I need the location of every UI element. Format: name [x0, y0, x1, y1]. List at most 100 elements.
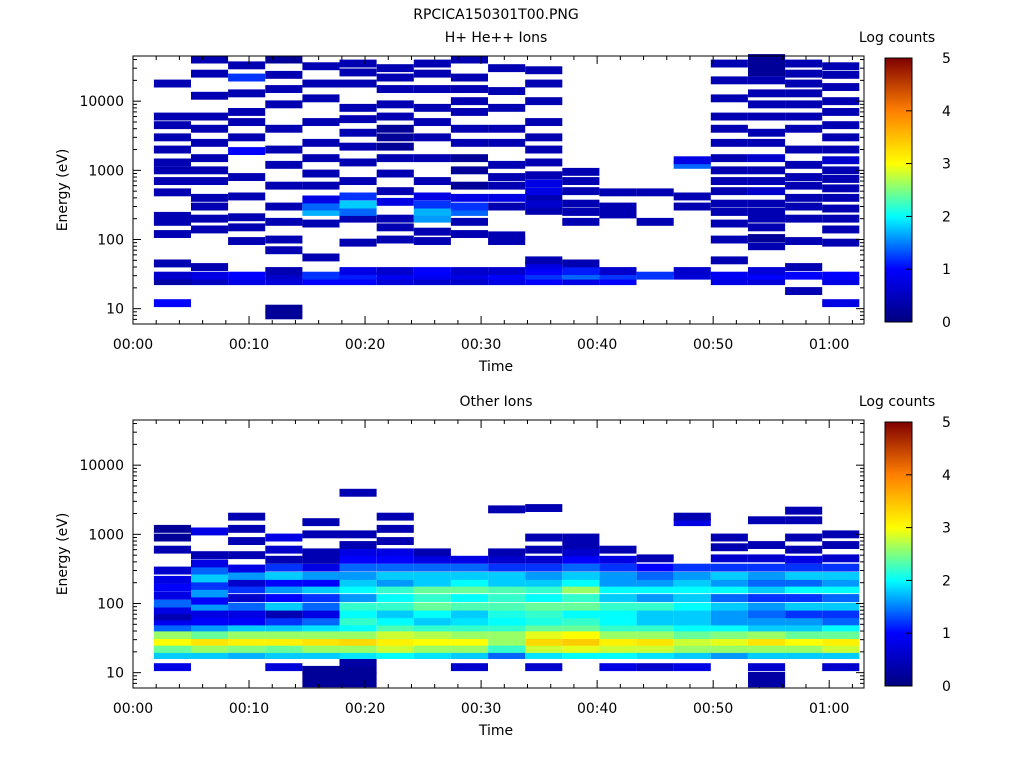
colorbar-ticks: 0 1 2 3 4 5	[906, 415, 951, 695]
colorbar	[884, 57, 913, 323]
heatmap-cell	[376, 100, 414, 109]
heatmap-cell	[265, 277, 303, 286]
heatmap-cell	[822, 594, 860, 602]
heatmap-cell	[785, 563, 823, 572]
heatmap-cell	[748, 187, 786, 196]
x-tick-label: 01:00	[809, 337, 849, 353]
heatmap-cell	[748, 679, 786, 688]
heatmap-cell	[228, 623, 266, 632]
heatmap-cell	[413, 103, 451, 112]
heatmap-cell	[228, 594, 266, 602]
heatmap-cell	[525, 277, 563, 286]
heatmap-cell	[265, 202, 303, 211]
heatmap-cell	[822, 541, 860, 549]
heatmap-cell	[339, 79, 377, 88]
heatmap-cell	[636, 578, 674, 587]
heatmap-cell	[450, 663, 488, 672]
heatmap-cell	[673, 651, 711, 659]
heatmap-cells	[153, 54, 860, 320]
heatmap-cell	[785, 214, 823, 223]
heatmap-cell	[525, 118, 563, 126]
heatmap-cell	[599, 202, 637, 211]
heatmap-cell	[376, 197, 414, 206]
heatmap-cell	[302, 271, 340, 280]
heatmap-cell	[413, 208, 451, 216]
heatmap-cell	[376, 133, 414, 142]
colorbar-tick-label: 2	[942, 209, 951, 225]
heatmap-cell	[413, 637, 451, 646]
y-axis-ticks: 10 100 1000 10000	[79, 59, 864, 325]
heatmap-cells	[153, 488, 860, 688]
heatmap-cell	[413, 572, 451, 580]
heatmap-cell	[525, 267, 563, 275]
heatmap-cell	[785, 610, 823, 619]
heatmap-cell	[376, 524, 414, 533]
colorbar-label: Log counts	[859, 30, 935, 46]
heatmap-cell	[599, 651, 637, 659]
heatmap-cell	[710, 645, 748, 653]
heatmap-cell	[191, 623, 229, 632]
colorbar-tick-label: 4	[942, 468, 951, 484]
heatmap-cell	[339, 142, 377, 151]
heatmap-cell	[265, 572, 303, 580]
heatmap-cell	[488, 602, 526, 611]
heatmap-cell	[450, 85, 488, 93]
heatmap-cell	[748, 671, 786, 680]
heatmap-cell	[339, 541, 377, 549]
heatmap-cell	[265, 617, 303, 626]
heatmap-cell	[191, 637, 229, 646]
x-tick-label: 00:40	[577, 337, 617, 353]
colorbar-tick-label: 4	[942, 104, 951, 120]
heatmap-cell	[302, 154, 340, 163]
heatmap-cell	[488, 617, 526, 626]
heatmap-cell	[748, 271, 786, 280]
heatmap-cell	[488, 637, 526, 646]
y-axis-label: Energy (eV)	[55, 513, 71, 596]
heatmap-cell	[450, 55, 488, 64]
heatmap-cell	[636, 623, 674, 632]
heatmap-cell	[748, 617, 786, 626]
heatmap-cell	[191, 263, 229, 271]
heatmap-cell	[228, 213, 266, 222]
heatmap-cell	[785, 124, 823, 133]
heatmap-cell	[748, 645, 786, 653]
heatmap-cell	[636, 663, 674, 672]
heatmap-cell	[450, 97, 488, 106]
plot-frame	[132, 419, 865, 689]
heatmap-cell	[785, 602, 823, 611]
heatmap-cell	[525, 179, 563, 188]
heatmap-cell	[710, 543, 748, 552]
heatmap-cell	[265, 160, 303, 169]
heatmap-cell	[302, 94, 340, 103]
heatmap-cell	[525, 256, 563, 265]
heatmap-cell	[673, 623, 711, 632]
heatmap-cell	[599, 545, 637, 554]
heatmap-cell	[228, 610, 266, 619]
heatmap-cell	[450, 623, 488, 632]
heatmap-cell	[450, 73, 488, 82]
heatmap-cell	[153, 524, 191, 533]
heatmap-cell	[191, 225, 229, 234]
x-tick-label: 00:50	[693, 701, 733, 717]
panel-other-ions: Other Ions 00:00 00:10 00:20 00:30 00:40 00:5…	[55, 394, 951, 739]
heatmap-cell	[822, 238, 860, 247]
heatmap-cell	[228, 651, 266, 659]
heatmap-cell	[191, 610, 229, 619]
heatmap-cell	[525, 504, 563, 512]
heatmap-cell	[488, 645, 526, 653]
heatmap-cell	[599, 637, 637, 646]
heatmap-cell	[636, 602, 674, 611]
heatmap-cell	[562, 623, 600, 632]
heatmap-cell	[191, 138, 229, 147]
heatmap-cell	[673, 267, 711, 275]
heatmap-cell	[562, 594, 600, 602]
heatmap-cell	[376, 637, 414, 646]
heatmap-cell	[191, 574, 229, 583]
heatmap-cell	[525, 610, 563, 619]
heatmap-cell	[265, 235, 303, 244]
heatmap-cell	[153, 121, 191, 130]
heatmap-cell	[822, 145, 860, 154]
heatmap-cell	[376, 124, 414, 133]
heatmap-cell	[339, 177, 377, 185]
x-tick-label: 00:20	[345, 337, 385, 353]
